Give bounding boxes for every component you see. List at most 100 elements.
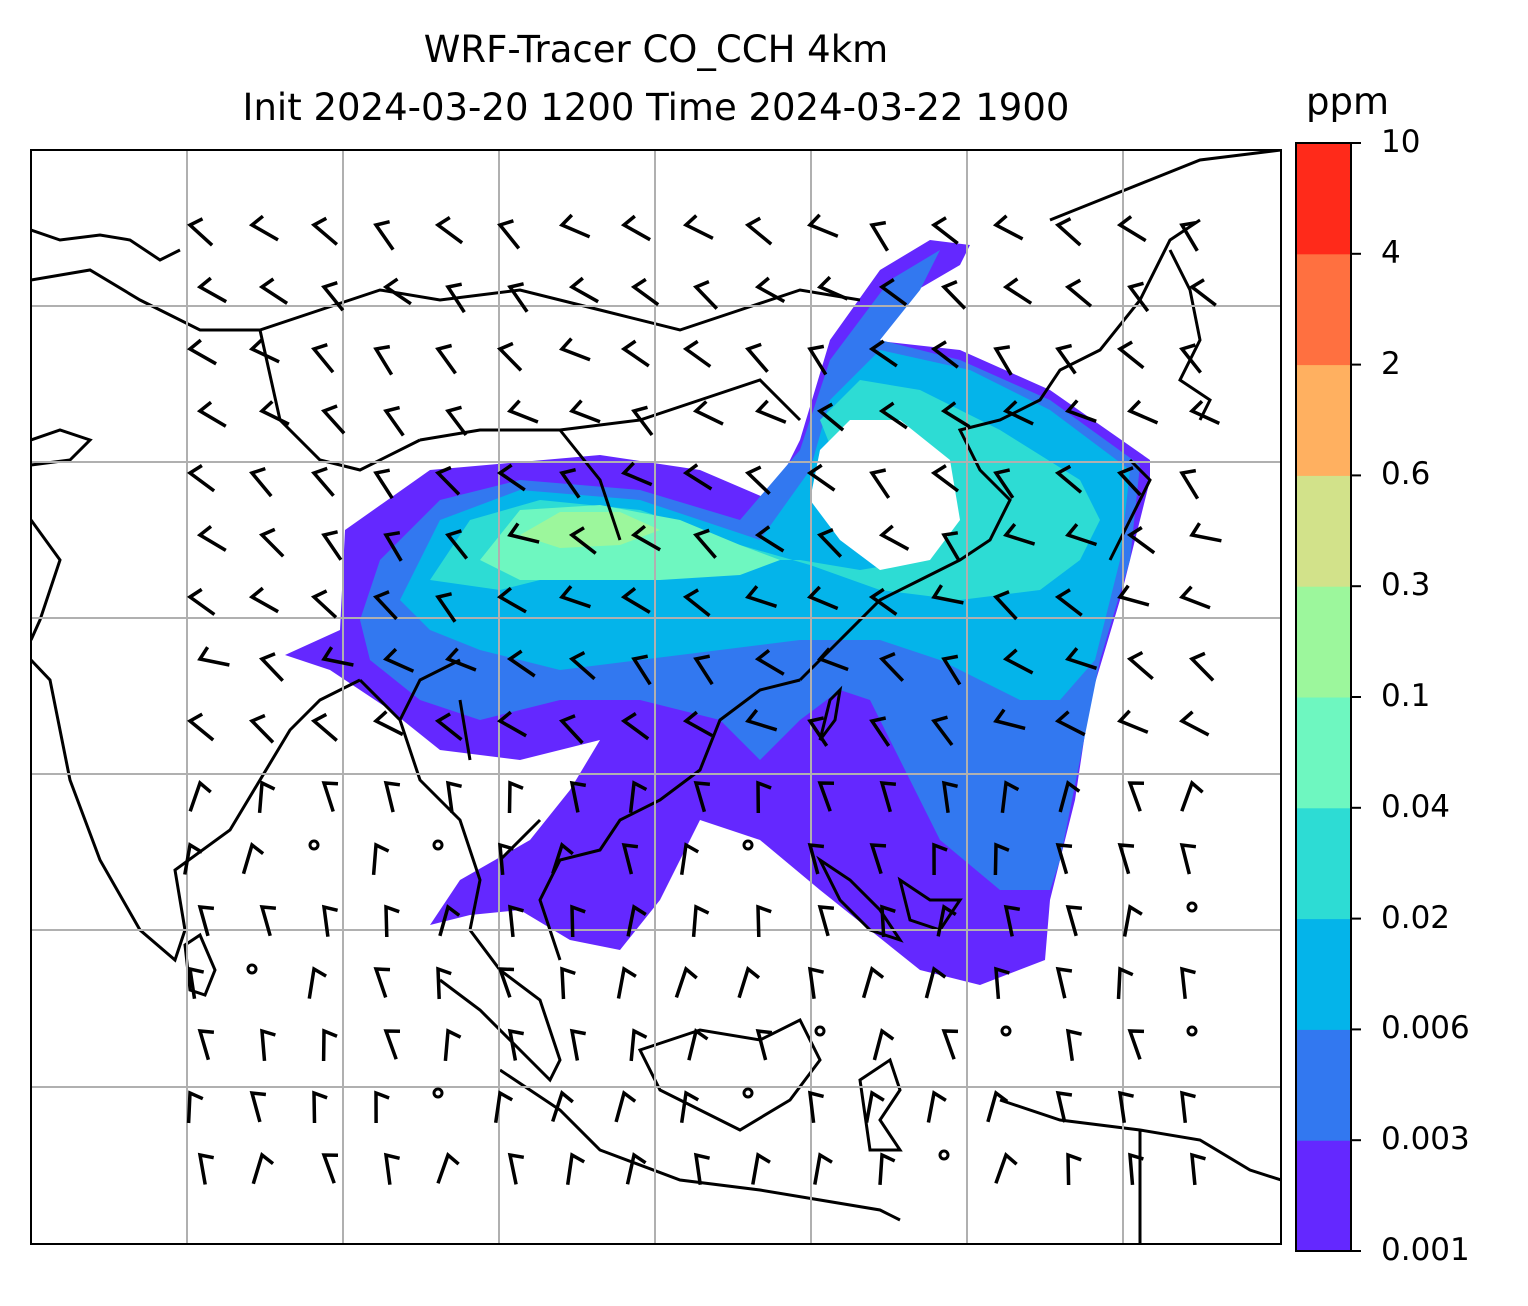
map-title: WRF-Tracer CO_CCH 4km	[423, 28, 889, 71]
wind-barb	[807, 1090, 825, 1124]
colorbar-tick-label: 4	[1381, 234, 1401, 271]
wind-barb	[373, 219, 395, 251]
wind-barb	[1178, 710, 1210, 737]
wind-barb	[692, 400, 724, 426]
wind-barb	[682, 463, 713, 491]
wind-barb	[629, 1028, 648, 1062]
wind-barb	[310, 712, 338, 742]
wind-barb	[321, 904, 339, 937]
wind-barb	[249, 1090, 267, 1123]
wind-barb	[1065, 647, 1098, 670]
wind-barb	[445, 405, 468, 437]
wind-barb	[1179, 220, 1199, 252]
tracer-plume	[285, 240, 1150, 985]
wind-barb	[861, 966, 885, 999]
colorbar-tick-label: 10	[1381, 124, 1421, 160]
wind-barb	[558, 714, 584, 745]
wind-barb	[507, 282, 529, 313]
wind-barb	[880, 904, 896, 938]
wind-barb	[1064, 278, 1093, 308]
colorbar-swatch	[1296, 586, 1351, 698]
wind-barb	[879, 781, 897, 813]
wind-barb	[1116, 466, 1142, 497]
colorbar-tick-label: 0.6	[1381, 456, 1431, 493]
wind-barb	[374, 1090, 390, 1124]
wind-barb	[864, 1090, 885, 1123]
wind-barb	[806, 585, 839, 611]
wind-barb	[371, 842, 390, 876]
wind-barb	[745, 342, 769, 373]
wind-barb	[248, 586, 279, 614]
wind-barb	[434, 465, 461, 496]
wind-barb	[869, 843, 887, 875]
wind-barb	[756, 904, 772, 938]
wind-barb	[372, 710, 404, 737]
wind-barb	[806, 213, 839, 238]
wind-barb	[1179, 343, 1202, 374]
wind-barb	[631, 654, 652, 686]
wind-barb	[438, 904, 461, 937]
wind-barb	[682, 588, 711, 617]
wind-barb	[186, 1090, 204, 1124]
wind-barb	[693, 654, 714, 686]
wind-barb	[196, 525, 227, 552]
calm-wind-marker	[1186, 1025, 1198, 1037]
wind-barb	[568, 651, 596, 681]
wind-barb	[872, 1028, 895, 1061]
wind-barb	[941, 654, 962, 686]
wind-barb	[196, 276, 228, 304]
wind-barb	[496, 463, 526, 492]
colorbar-tick-label: 0.003	[1381, 1121, 1470, 1158]
wind-barb	[993, 708, 1026, 731]
wind-barb	[620, 587, 651, 614]
coastline-sulawesi	[858, 1057, 903, 1152]
wind-barb	[258, 277, 289, 305]
calm-wind-marker	[432, 1087, 444, 1099]
wind-barb	[497, 967, 515, 998]
wind-barb	[372, 590, 398, 621]
wind-barb	[248, 338, 280, 364]
wind-barb	[197, 1152, 215, 1185]
wind-barb	[258, 652, 284, 682]
wind-barb	[620, 461, 653, 487]
wind-barb	[570, 904, 586, 938]
wind-barb	[1054, 217, 1082, 247]
wind-barb	[628, 780, 648, 813]
wind-barb	[196, 400, 227, 428]
colorbar-swatch	[1296, 253, 1351, 366]
wind-barb	[1178, 585, 1211, 610]
wind-barb	[310, 216, 339, 246]
wind-barb	[1127, 781, 1145, 812]
wind-barb	[197, 1029, 215, 1061]
wind-barb	[1055, 966, 1073, 999]
wind-barb	[1002, 648, 1034, 675]
wind-barb	[878, 651, 905, 682]
wind-barb	[1055, 1090, 1073, 1123]
wind-barb	[1127, 281, 1150, 313]
wind-barb	[807, 344, 828, 376]
wind-barb	[321, 530, 343, 561]
wind-barb	[620, 339, 650, 368]
wind-barb	[616, 966, 637, 999]
plume-level-0.1	[520, 512, 660, 548]
wind-barb	[1002, 277, 1033, 305]
wind-barb	[679, 842, 700, 875]
wind-barb	[744, 465, 771, 496]
wind-barb	[878, 278, 908, 307]
wind-barb	[1116, 709, 1149, 734]
wind-barb	[751, 1152, 771, 1185]
coastline-china	[798, 218, 1201, 682]
wind-barb	[674, 966, 698, 998]
wind-barb	[986, 1090, 1009, 1123]
colorbar-swatch	[1296, 807, 1351, 920]
wind-barb	[382, 277, 412, 306]
wind-barb	[993, 345, 1013, 376]
coastline-sri-lanka	[183, 932, 217, 997]
wind-barb	[936, 904, 957, 937]
wind-barb	[869, 716, 891, 747]
wind-barb	[569, 1028, 587, 1061]
colorbar-tick-label: 0.1	[1381, 678, 1431, 714]
wind-barb	[249, 466, 273, 498]
wind-barb	[626, 904, 647, 937]
